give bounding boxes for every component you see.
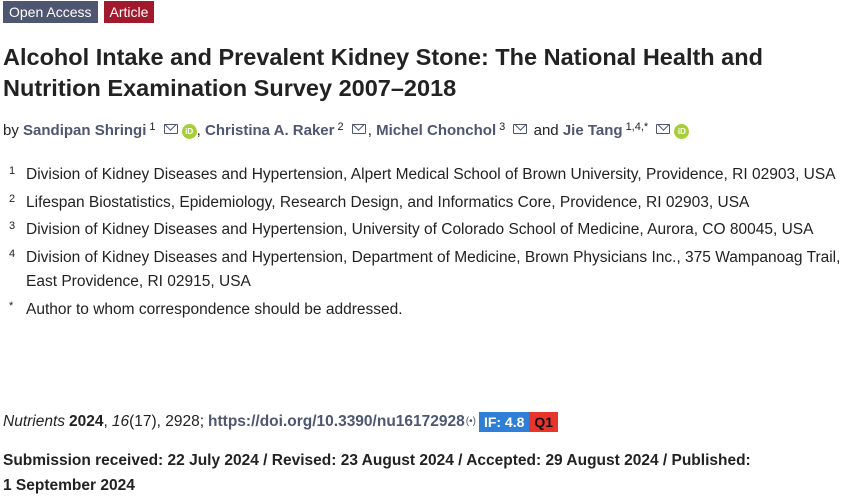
author-link-tang[interactable]: Jie Tang <box>562 122 623 139</box>
affiliation-text: Division of Kidney Diseases and Hyperten… <box>26 248 841 291</box>
author-link-raker[interactable]: Christina A. Raker <box>205 122 335 139</box>
author-separator: , <box>367 122 372 139</box>
citation-comma: , <box>103 413 108 430</box>
author-link-shringi[interactable]: Sandipan Shringi <box>23 122 147 139</box>
citation-issue: (17), 2928; <box>129 413 205 430</box>
affiliation-item: 1 Division of Kidney Diseases and Hypert… <box>9 163 854 188</box>
mail-icon[interactable] <box>351 124 366 134</box>
citation-year: 2024 <box>69 413 104 430</box>
article-title: Alcohol Intake and Prevalent Kidney Ston… <box>3 44 763 101</box>
author-conjunction: and <box>533 122 559 139</box>
affiliation-number: 1 <box>9 165 16 177</box>
affiliation-item: 3 Division of Kidney Diseases and Hypert… <box>9 218 854 243</box>
affiliation-list: 1 Division of Kidney Diseases and Hypert… <box>9 163 854 325</box>
author-separator: , <box>196 122 201 139</box>
affiliation-item: 4 Division of Kidney Diseases and Hypert… <box>9 246 854 295</box>
correspondence-note: * Author to whom correspondence should b… <box>9 298 854 323</box>
citation-volume: 16 <box>111 413 130 430</box>
orcid-icon[interactable]: iD <box>674 124 690 139</box>
affiliation-number: 4 <box>9 247 16 260</box>
broadcast-icon[interactable]: (•) <box>465 416 476 427</box>
affiliation-text: Lifespan Biostatistics, Epidemiology, Re… <box>26 193 750 211</box>
mail-icon[interactable] <box>163 124 178 134</box>
journal-name: Nutrients <box>3 413 66 430</box>
author-prefix: by <box>3 122 19 139</box>
author-affil-sup: 2 <box>337 121 344 133</box>
affiliation-text: Author to whom correspondence should be … <box>26 300 403 318</box>
author-affil-sup: 1,4,* <box>625 121 649 133</box>
affiliation-text: Division of Kidney Diseases and Hyperten… <box>26 221 814 238</box>
doi-link[interactable]: https://doi.org/10.3390/nu16172928 <box>208 413 465 430</box>
orcid-icon[interactable]: iD <box>181 124 197 139</box>
affiliation-number: * <box>9 299 14 312</box>
article-type-badge: Article <box>103 1 155 23</box>
affiliation-number: 3 <box>9 220 16 232</box>
impact-factor-badge[interactable]: IF: 4.8 <box>478 412 530 432</box>
author-affil-sup: 1 <box>149 121 156 133</box>
mail-icon[interactable] <box>656 124 671 134</box>
badge-row: Open Access Article <box>3 1 155 23</box>
author-list: by Sandipan Shringi 1 iD, Christina A. Ra… <box>3 115 853 143</box>
author-link-chonchol[interactable]: Michel Chonchol <box>376 122 497 139</box>
publication-dates: Submission received: 22 July 2024 / Revi… <box>3 452 751 494</box>
quartile-badge[interactable]: Q1 <box>529 412 559 432</box>
author-affil-sup: 3 <box>499 121 506 133</box>
open-access-badge: Open Access <box>3 1 98 23</box>
affiliation-text: Division of Kidney Diseases and Hyperten… <box>26 166 836 183</box>
affiliation-number: 2 <box>9 192 16 205</box>
affiliation-item: 2 Lifespan Biostatistics, Epidemiology, … <box>9 191 854 216</box>
citation-line: Nutrients 2024, 16 (17), 2928; https://do… <box>3 410 559 434</box>
mail-icon[interactable] <box>513 124 528 134</box>
